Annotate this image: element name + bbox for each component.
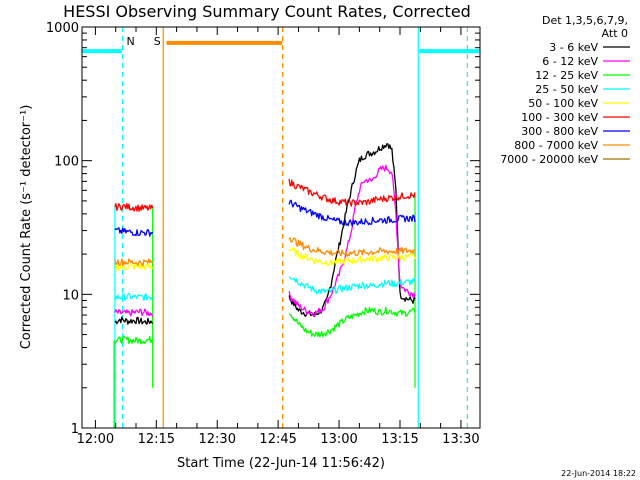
legend-subheader: Att 0 bbox=[602, 27, 628, 40]
series-5-segment-1 bbox=[288, 178, 416, 207]
legend-entry-8: 7000 - 20000 keV bbox=[500, 153, 598, 166]
series-1-segment-0 bbox=[114, 308, 154, 318]
series-7-segment-0 bbox=[114, 258, 153, 267]
y-tick-label-1: 10 bbox=[62, 288, 79, 303]
y-axis-label: Corrected Count Rate (s⁻¹ detector⁻¹) bbox=[19, 105, 34, 350]
series-5-segment-0 bbox=[114, 202, 154, 212]
series-3-segment-1 bbox=[288, 276, 416, 295]
x-tick-label-1: 12:15 bbox=[138, 432, 175, 447]
series-3-segment-0 bbox=[114, 292, 154, 302]
series-4-segment-0 bbox=[114, 263, 154, 272]
legend-entry-7: 800 - 7000 keV bbox=[514, 139, 598, 152]
series-2-segment-0 bbox=[114, 335, 154, 345]
x-tick-label-4: 13:00 bbox=[320, 432, 357, 447]
x-axis-label: Start Time (22-Jun-14 11:56:42) bbox=[177, 456, 385, 471]
date-stamp: 22-Jun-2014 18:22 bbox=[561, 469, 636, 478]
x-tick-label-2: 12:30 bbox=[199, 432, 236, 447]
legend-entry-0: 3 - 6 keV bbox=[549, 41, 598, 54]
series-0-segment-1 bbox=[288, 143, 416, 317]
series-2-segment-1 bbox=[288, 306, 416, 338]
plot-frame bbox=[81, 26, 481, 429]
chart-title: HESSI Observing Summary Count Rates, Cor… bbox=[63, 2, 471, 21]
x-tick-label-0: 12:00 bbox=[77, 432, 114, 447]
y-tick-label-3: 1000 bbox=[46, 21, 79, 36]
legend-entry-4: 50 - 100 keV bbox=[528, 97, 598, 110]
series-6-segment-1 bbox=[288, 199, 416, 227]
marker-label-n: N bbox=[126, 35, 134, 48]
x-tick-label-3: 12:45 bbox=[259, 432, 296, 447]
marker-label-s: S bbox=[154, 35, 161, 48]
legend-entry-6: 300 - 800 keV bbox=[521, 125, 598, 138]
legend-entry-5: 100 - 300 keV bbox=[521, 111, 598, 124]
series-7-segment-1 bbox=[288, 237, 416, 257]
y-tick-label-0: 1 bbox=[71, 422, 79, 437]
series-1-segment-1 bbox=[288, 164, 416, 318]
legend-entry-1: 6 - 12 keV bbox=[542, 55, 598, 68]
series-4-segment-1 bbox=[288, 247, 416, 267]
y-tick-label-2: 100 bbox=[54, 155, 79, 170]
legend-entry-2: 12 - 25 keV bbox=[535, 69, 598, 82]
x-tick-label-6: 13:30 bbox=[442, 432, 479, 447]
legend-header: Det 1,3,5,6,7,9, bbox=[542, 14, 628, 27]
legend-entry-3: 25 - 50 keV bbox=[535, 83, 598, 96]
series-6-segment-0 bbox=[114, 227, 154, 237]
series-0-segment-0 bbox=[114, 316, 154, 325]
x-tick-label-5: 13:15 bbox=[381, 432, 418, 447]
